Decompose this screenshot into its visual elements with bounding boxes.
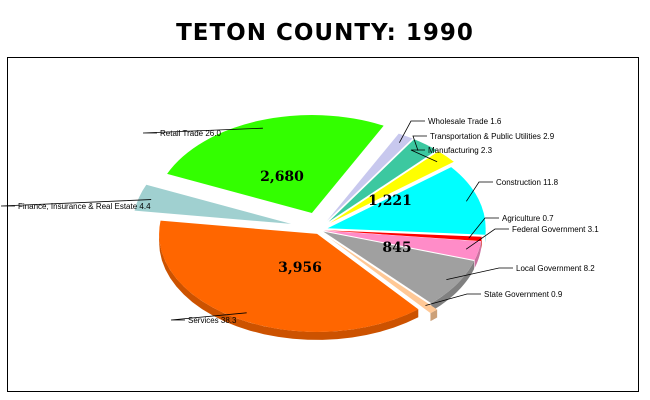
slice-side-services-38-3 bbox=[159, 233, 419, 340]
slice-construction-11-8 bbox=[327, 167, 486, 235]
slice-transportation-and-public-utilities-2-9 bbox=[328, 139, 437, 222]
slice-federal-government-3-1 bbox=[323, 230, 481, 261]
slice-value-local-government-8-2: 845 bbox=[382, 240, 411, 256]
leader-line-manufacturing-2-3 bbox=[410, 149, 438, 163]
leader-line-transportation-and-public-utilities-2-9 bbox=[412, 135, 427, 151]
slice-wholesale-trade-1-6 bbox=[326, 133, 413, 221]
slice-side-local-government-8-2 bbox=[431, 261, 475, 312]
slice-label-finance-insurance-and-real-estate-4-4: Finance, Insurance & Real Estate 4.4 bbox=[18, 202, 151, 211]
slice-local-government-8-2 bbox=[323, 231, 475, 304]
slice-side-state-government-0-9 bbox=[430, 309, 438, 322]
chart-title: TETON COUNTY: 1990 bbox=[176, 20, 474, 46]
leader-line-agriculture-0-7 bbox=[468, 217, 499, 239]
slice-side-federal-government-3-1 bbox=[474, 241, 481, 269]
slice-finance-insurance-and-real-estate-4-4 bbox=[134, 184, 292, 224]
leader-line-finance-insurance-and-real-estate-4-4 bbox=[0, 199, 152, 207]
slice-value-services-38-3: 3,956 bbox=[278, 260, 322, 276]
slice-label-federal-government-3-1: Federal Government 3.1 bbox=[512, 225, 599, 234]
leader-line-state-government-0-9 bbox=[425, 293, 481, 306]
leader-line-services-38-3 bbox=[170, 312, 247, 321]
slice-state-government-0-9 bbox=[329, 237, 438, 314]
slice-label-agriculture-0-7: Agriculture 0.7 bbox=[502, 214, 554, 223]
slice-label-wholesale-trade-1-6: Wholesale Trade 1.6 bbox=[428, 117, 502, 126]
leader-line-local-government-8-2 bbox=[446, 267, 513, 281]
slice-label-local-government-8-2: Local Government 8.2 bbox=[516, 264, 595, 273]
slice-manufacturing-2-3 bbox=[330, 151, 454, 223]
leader-line-wholesale-trade-1-6 bbox=[399, 120, 425, 143]
slice-label-construction-11-8: Construction 11.8 bbox=[496, 178, 559, 187]
slice-value-retail-trade-26-0: 2,680 bbox=[260, 169, 304, 185]
slice-label-services-38-3: Services 38.3 bbox=[188, 316, 237, 325]
slice-agriculture-0-7 bbox=[323, 230, 482, 242]
leader-line-construction-11-8 bbox=[466, 181, 493, 202]
leader-line-federal-government-3-1 bbox=[465, 228, 509, 250]
slice-label-retail-trade-26-0: Retail Trade 26.0 bbox=[160, 129, 221, 138]
slice-services-38-3 bbox=[159, 220, 419, 332]
slice-label-state-government-0-9: State Government 0.9 bbox=[484, 290, 563, 299]
slice-side-agriculture-0-7 bbox=[481, 236, 482, 250]
chart-frame bbox=[7, 57, 639, 392]
slice-retail-trade-26-0 bbox=[167, 115, 384, 214]
slice-label-transportation-and-public-utilities-2-9: Transportation & Public Utilities 2.9 bbox=[430, 132, 555, 141]
slice-value-construction-11-8: 1,221 bbox=[368, 193, 412, 209]
slice-label-manufacturing-2-3: Manufacturing 2.3 bbox=[428, 146, 493, 155]
leader-line-retail-trade-26-0 bbox=[142, 127, 263, 134]
